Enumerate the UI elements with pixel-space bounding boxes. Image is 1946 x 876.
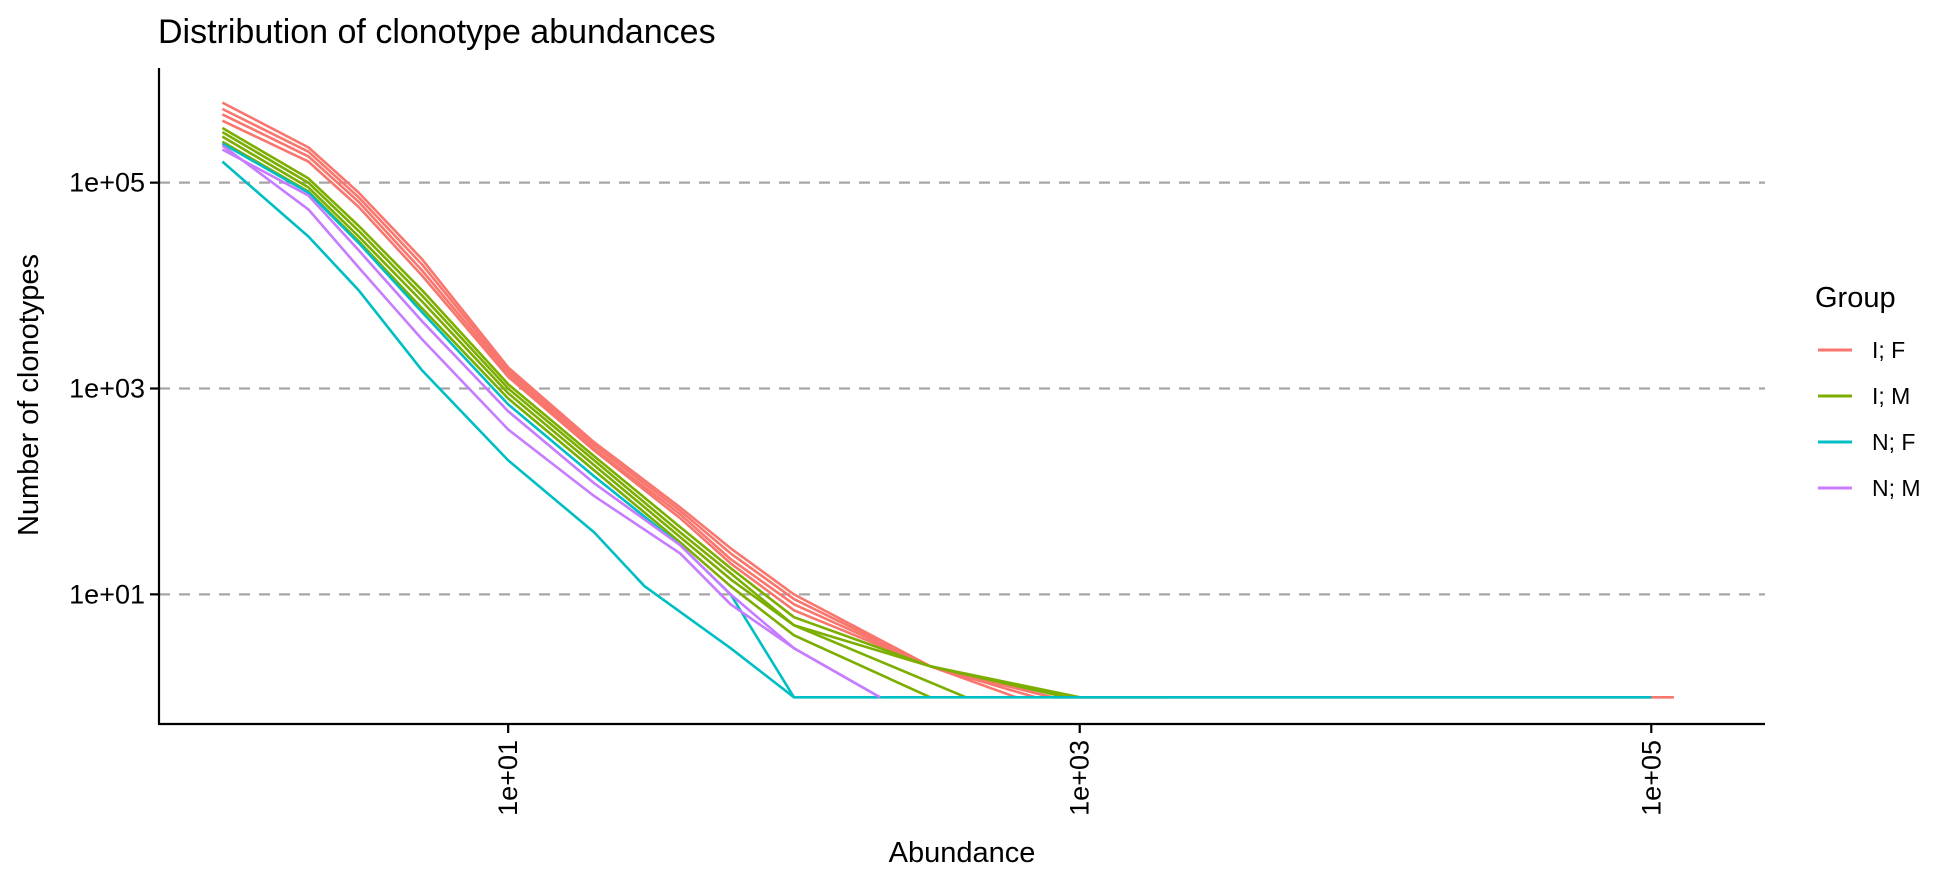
series-line [221,135,967,699]
series-line [221,101,1674,699]
series-line [221,144,881,699]
legend-title: Group [1815,282,1896,314]
grid-lines [159,181,1765,596]
plot-series [221,101,1674,699]
x-tick-label: 1e+01 [493,740,523,816]
y-axis-title: Number of clonotypes [13,254,45,536]
x-tick-label: 1e+05 [1636,740,1666,816]
series-line [221,148,881,699]
x-tick-label: 1e+03 [1065,740,1095,816]
series-line [221,119,1017,699]
y-tick-label: 1e+03 [69,374,145,404]
y-axis-ticks: 1e+01 1e+03 1e+05 [69,168,159,609]
series-line [221,160,1652,699]
legend-label: N; M [1872,475,1921,501]
chart-title: Distribution of clonotype abundances [158,13,716,51]
x-axis-ticks: 1e+01 1e+03 1e+05 [493,724,1666,816]
y-tick-label: 1e+05 [69,168,145,198]
legend-label: N; F [1872,429,1915,455]
legend-label: I; M [1872,383,1910,409]
x-axis-title: Abundance [889,837,1036,869]
series-line [221,107,1053,699]
series-line [221,130,1067,699]
series-line [221,142,796,698]
y-tick-label: 1e+01 [69,579,145,609]
legend-label: I; F [1872,337,1905,363]
series-line [221,113,1036,699]
legend: Group I; F I; M N; F N; M [1815,282,1921,501]
